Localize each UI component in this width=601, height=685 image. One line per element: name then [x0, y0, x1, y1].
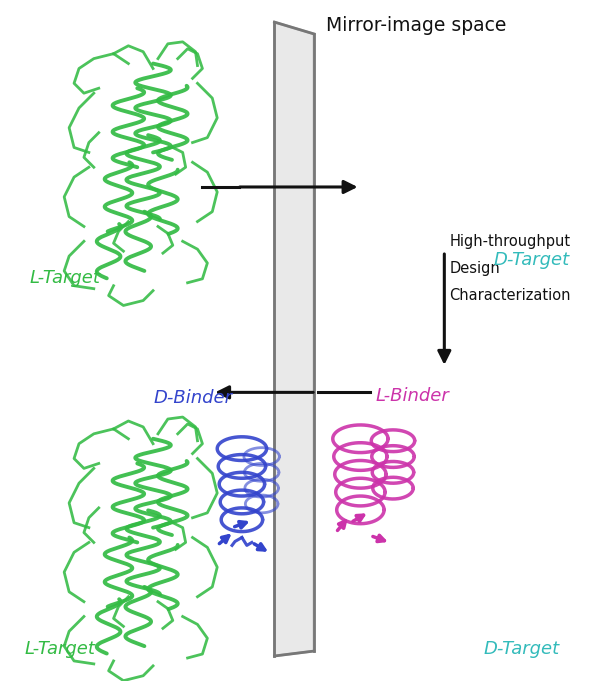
Text: D-Target: D-Target: [484, 640, 560, 658]
Text: Mirror-image space: Mirror-image space: [326, 16, 506, 35]
Text: Characterization: Characterization: [450, 288, 571, 303]
Text: L-Binder: L-Binder: [375, 388, 449, 406]
Text: D-Binder: D-Binder: [153, 389, 232, 408]
Text: High-throughput: High-throughput: [450, 234, 570, 249]
Text: L-Target: L-Target: [29, 269, 100, 287]
Text: Design: Design: [450, 261, 500, 276]
Text: D-Target: D-Target: [493, 251, 570, 269]
Polygon shape: [275, 22, 314, 656]
Text: L-Target: L-Target: [25, 640, 96, 658]
